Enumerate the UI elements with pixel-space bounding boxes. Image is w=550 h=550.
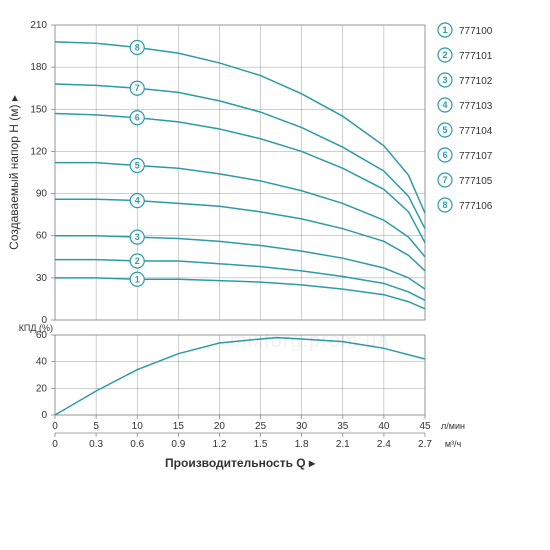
- svg-text:20: 20: [36, 383, 48, 394]
- curve-2: [55, 260, 425, 301]
- svg-text:30: 30: [36, 273, 48, 284]
- legend-label-6: 777107: [459, 151, 493, 162]
- svg-text:0.9: 0.9: [171, 439, 185, 450]
- svg-text:4: 4: [442, 100, 447, 110]
- svg-text:2: 2: [442, 50, 447, 60]
- svg-text:60: 60: [36, 231, 48, 242]
- svg-text:8: 8: [135, 42, 140, 52]
- svg-text:210: 210: [30, 20, 47, 31]
- svg-text:180: 180: [30, 62, 47, 73]
- svg-text:0: 0: [52, 421, 58, 432]
- legend-label-3: 777102: [459, 76, 493, 87]
- svg-text:Создаваемый напор H (м) ▸: Создаваемый напор H (м) ▸: [7, 95, 21, 250]
- svg-text:4: 4: [135, 196, 140, 206]
- svg-text:5: 5: [442, 125, 447, 135]
- svg-text:3: 3: [442, 75, 447, 85]
- curve-1: [55, 278, 425, 309]
- svg-text:0: 0: [52, 439, 58, 450]
- svg-text:2.7: 2.7: [418, 439, 432, 450]
- svg-text:35: 35: [337, 421, 349, 432]
- svg-text:40: 40: [378, 421, 390, 432]
- svg-text:л/мин: л/мин: [441, 421, 465, 431]
- chart-svg: 0306090120150180210Создаваемый напор H (…: [0, 0, 550, 550]
- svg-text:45: 45: [419, 421, 431, 432]
- svg-text:120: 120: [30, 146, 47, 157]
- svg-text:6: 6: [135, 113, 140, 123]
- svg-text:Производительность Q ▸: Производительность Q ▸: [165, 456, 316, 470]
- svg-text:15: 15: [173, 421, 185, 432]
- svg-text:7: 7: [135, 83, 140, 93]
- svg-text:25: 25: [255, 421, 267, 432]
- svg-text:1: 1: [135, 274, 140, 284]
- kpd-curve: [55, 338, 425, 415]
- svg-text:1.5: 1.5: [254, 439, 268, 450]
- svg-text:6: 6: [442, 150, 447, 160]
- legend-label-8: 777106: [459, 201, 493, 212]
- svg-text:8: 8: [442, 200, 447, 210]
- curve-8: [55, 42, 425, 213]
- svg-text:3: 3: [135, 232, 140, 242]
- svg-text:30: 30: [296, 421, 308, 432]
- svg-text:КПД (%): КПД (%): [19, 323, 53, 333]
- svg-text:150: 150: [30, 104, 47, 115]
- legend-label-1: 777100: [459, 26, 493, 37]
- svg-text:1.8: 1.8: [295, 439, 309, 450]
- chart-container: 0306090120150180210Создаваемый напор H (…: [0, 0, 550, 550]
- svg-text:0.3: 0.3: [89, 439, 103, 450]
- svg-text:5: 5: [93, 421, 99, 432]
- svg-text:0: 0: [41, 410, 47, 421]
- svg-text:0.6: 0.6: [130, 439, 144, 450]
- svg-text:5: 5: [135, 160, 140, 170]
- legend-label-5: 777104: [459, 126, 493, 137]
- svg-text:40: 40: [36, 357, 48, 368]
- legend-label-7: 777105: [459, 176, 493, 187]
- curve-7: [55, 84, 425, 229]
- svg-text:7: 7: [442, 175, 447, 185]
- svg-text:1.2: 1.2: [212, 439, 226, 450]
- svg-text:1: 1: [442, 25, 447, 35]
- legend-label-4: 777103: [459, 101, 493, 112]
- svg-text:20: 20: [214, 421, 226, 432]
- legend-label-2: 777101: [459, 51, 493, 62]
- svg-text:90: 90: [36, 189, 48, 200]
- svg-text:2.4: 2.4: [377, 439, 391, 450]
- svg-text:м³/ч: м³/ч: [445, 439, 462, 449]
- svg-text:10: 10: [132, 421, 144, 432]
- svg-text:2.1: 2.1: [336, 439, 350, 450]
- svg-text:2: 2: [135, 256, 140, 266]
